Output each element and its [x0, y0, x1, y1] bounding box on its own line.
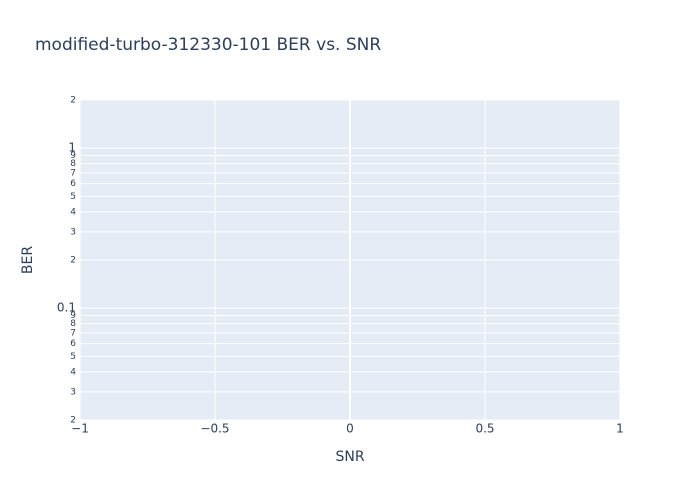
y-tick-label: 9 — [70, 151, 76, 161]
y-tick-label: 4 — [70, 367, 76, 377]
x-tick-label: 0 — [346, 422, 354, 436]
y-tick-label: 3 — [70, 387, 76, 397]
y-tick-label: 6 — [70, 339, 76, 349]
x-tick-label: −0.5 — [200, 422, 229, 436]
y-tick-label: 3 — [70, 227, 76, 237]
chart-title: modified-turbo-312330-101 BER vs. SNR — [35, 35, 381, 55]
y-tick-label: 4 — [70, 207, 76, 217]
y-tick-label: 7 — [70, 328, 76, 338]
x-tick-label: −1 — [71, 422, 89, 436]
y-tick-label: 8 — [70, 159, 76, 169]
y-tick-label: 0.1 — [57, 301, 76, 315]
y-tick-label: 6 — [70, 179, 76, 189]
y-tick-label: 9 — [70, 311, 76, 321]
y-tick-label: 2 — [70, 416, 76, 426]
y-tick-label: 2 — [70, 96, 76, 106]
y-tick-label: 7 — [70, 168, 76, 178]
x-tick-label: 1 — [616, 422, 624, 436]
y-tick-label: 1 — [68, 141, 76, 155]
y-tick-label: 5 — [70, 352, 76, 362]
y-axis-label: BER — [20, 246, 36, 274]
x-axis-label: SNR — [335, 449, 364, 465]
y-tick-label: 5 — [70, 192, 76, 202]
y-tick-label: 2 — [70, 256, 76, 266]
x-tick-label: 0.5 — [475, 422, 494, 436]
y-tick-label: 8 — [70, 319, 76, 329]
